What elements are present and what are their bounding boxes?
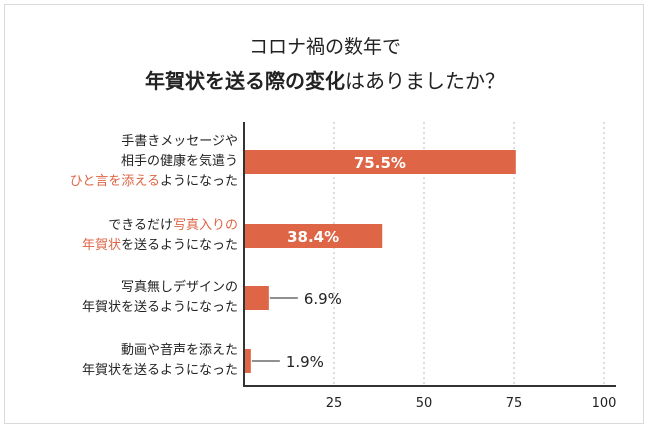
chart-title-rest: はありましたか？ bbox=[345, 69, 505, 93]
data-label: 1.9% bbox=[286, 353, 324, 371]
chart-frame bbox=[4, 4, 644, 424]
category-label-line: 年賀状を送るようになった bbox=[8, 298, 238, 318]
bar bbox=[244, 286, 269, 310]
x-tick-label: 25 bbox=[326, 396, 343, 411]
bar bbox=[244, 349, 251, 373]
category-label-line: ひと言を添えるようになった bbox=[8, 172, 238, 192]
category-label-highlight: ひと言を添える bbox=[69, 174, 160, 189]
category-label-line: できるだけ写真入りの bbox=[8, 216, 238, 236]
category-label-text: 手書きメッセージや bbox=[121, 134, 238, 149]
category-label-highlight: 年賀状 bbox=[81, 238, 121, 253]
data-label: 75.5% bbox=[354, 154, 406, 172]
category-label-text: 年賀状を送るようになった bbox=[81, 363, 238, 378]
category-label-text: 相手の健康を気遣う bbox=[120, 154, 238, 169]
category-label-highlight: 写真入りの bbox=[172, 218, 238, 233]
category-label-line: 年賀状を送るようになった bbox=[8, 236, 238, 256]
category-label-text: できるだけ bbox=[108, 218, 173, 233]
category-label: できるだけ写真入りの 年賀状を送るようになった bbox=[8, 216, 238, 256]
category-label: 手書きメッセージや 相手の健康を気遣うひと言を添えるようになった bbox=[8, 132, 238, 192]
category-label-text: 年賀状を送るようになった bbox=[81, 300, 238, 315]
category-label-line: 写真無しデザインの bbox=[8, 278, 238, 298]
category-label-line: 年賀状を送るようになった bbox=[8, 361, 238, 381]
chart-title-emphasis: 年賀状を送る際の変化 bbox=[145, 69, 345, 93]
bar bbox=[244, 150, 516, 174]
category-label: 動画や音声を添えた年賀状を送るようになった bbox=[8, 341, 238, 381]
chart-title-line-2: 年賀状を送る際の変化はありましたか？ bbox=[0, 65, 650, 94]
x-tick-label: 100 bbox=[592, 396, 617, 411]
category-label-line: 手書きメッセージや bbox=[8, 132, 238, 152]
category-label-text: 動画や音声を添えた bbox=[120, 343, 238, 358]
data-label: 38.4% bbox=[287, 228, 339, 246]
category-label-text: を送るようになった bbox=[120, 238, 238, 253]
category-label-text: 写真無しデザインの bbox=[120, 280, 238, 295]
chart-title-line-1: コロナ禍の数年で bbox=[248, 36, 401, 58]
category-label-line: 相手の健康を気遣う bbox=[8, 152, 238, 172]
data-label: 6.9% bbox=[304, 290, 342, 308]
category-label-text: ようになった bbox=[159, 174, 238, 189]
category-label-line: 動画や音声を添えた bbox=[8, 341, 238, 361]
bar bbox=[244, 224, 383, 248]
x-tick-label: 75 bbox=[506, 396, 523, 411]
category-label: 写真無しデザインの年賀状を送るようになった bbox=[8, 278, 238, 318]
x-tick-label: 50 bbox=[416, 396, 433, 411]
